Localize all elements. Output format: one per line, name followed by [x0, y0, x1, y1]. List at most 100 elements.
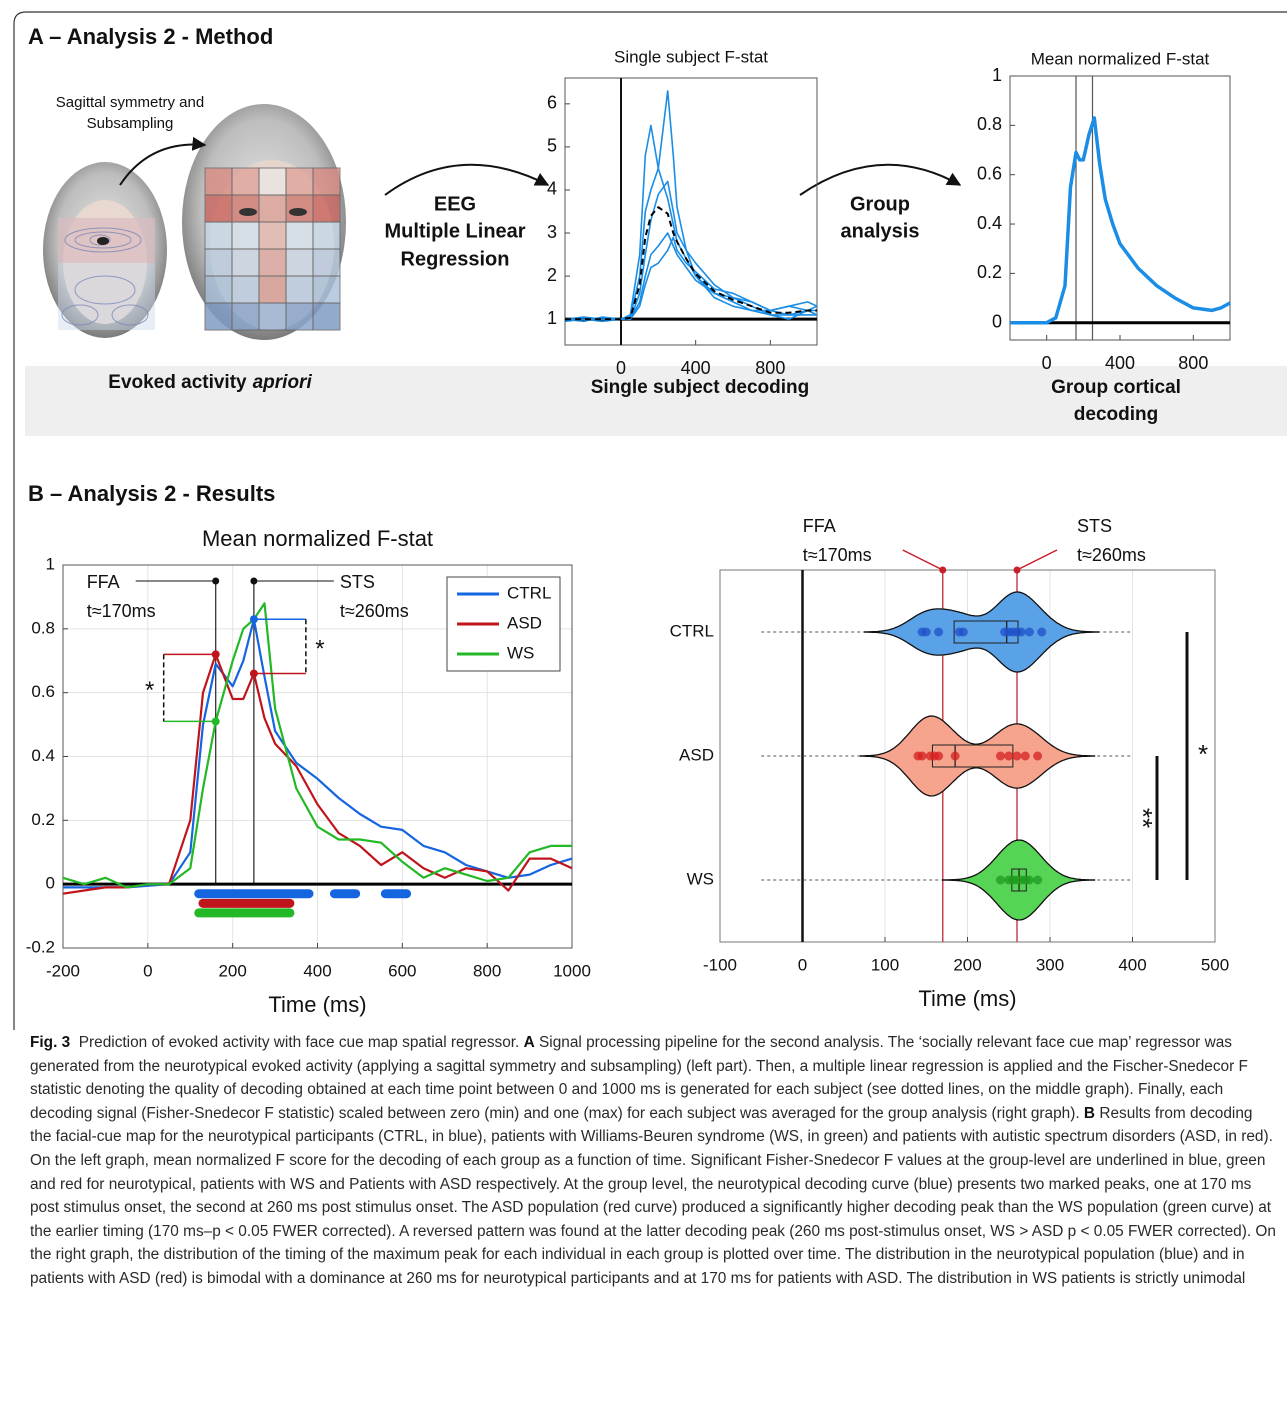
violin: [863, 591, 1100, 673]
arrow: [384, 163, 550, 196]
y-tick-label: CTRL: [670, 621, 714, 640]
panel-title: A – Analysis 2 - Method: [28, 24, 273, 49]
comparison-dot: [249, 669, 258, 678]
series-line: [565, 232, 818, 323]
y-tick-label: 4: [547, 179, 557, 199]
caption: Fig. 3 Prediction of evoked activity wit…: [30, 1031, 1278, 1291]
significance-star: **: [1128, 808, 1158, 828]
series-line: [564, 236, 817, 320]
x-tick-label: 0: [798, 955, 807, 974]
x-tick-label: 500: [1201, 955, 1229, 974]
y-tick-label: 0: [46, 874, 55, 893]
caption-panel: A: [523, 1034, 535, 1051]
panel-title: B – Analysis 2 - Results: [28, 481, 275, 506]
chart-title: Mean normalized F-stat: [202, 526, 433, 551]
stage-label-text: Evoked activity: [108, 372, 247, 393]
violin: [859, 715, 1096, 797]
marker-sublabel: t≈260ms: [1077, 545, 1146, 565]
stage-label-italic: apriori: [253, 372, 313, 393]
legend-label: WS: [507, 643, 534, 662]
x-tick-label: 0: [616, 358, 626, 378]
series-line: [565, 124, 817, 320]
plot-frame: [1009, 75, 1231, 341]
point: [996, 751, 1005, 761]
comparison-dot: [211, 717, 220, 726]
x-tick-label: 800: [473, 961, 501, 980]
x-tick-label: -200: [46, 961, 80, 980]
step-label: Group: [850, 193, 910, 215]
face-right: [182, 104, 346, 340]
step-label: Subsampling: [87, 115, 174, 132]
stage-label: Group cortical: [1051, 377, 1181, 398]
caption-text: Prediction of evoked activity with face …: [78, 1034, 520, 1051]
caption-panel: B: [1083, 1104, 1096, 1122]
point: [921, 627, 931, 637]
point: [1033, 751, 1043, 761]
y-tick-label: 0.8: [977, 114, 1002, 134]
step-label: Regression: [401, 248, 510, 270]
step-label: EEG: [434, 193, 476, 215]
y-tick-label: 0.8: [31, 618, 55, 637]
x-tick-label: 200: [953, 955, 981, 974]
marker-label: STS: [1077, 516, 1112, 536]
label-band: [25, 366, 1287, 436]
y-tick-label: 1: [992, 65, 1002, 85]
plot-frame: [564, 77, 818, 346]
chart-title: Single subject F-stat: [614, 47, 768, 66]
marker-label: STS: [340, 572, 375, 592]
x-tick-label: 800: [1178, 353, 1208, 373]
x-tick-label: 100: [871, 955, 899, 974]
plot-frame: [62, 564, 573, 949]
y-tick-label: 3: [547, 222, 557, 242]
point: [1004, 751, 1014, 761]
y-tick-label: 0.6: [31, 682, 55, 701]
y-tick-label: 5: [547, 136, 557, 156]
point: [1024, 875, 1034, 885]
comparison-star: *: [145, 677, 154, 704]
arrow: [119, 136, 207, 186]
point: [1020, 751, 1030, 761]
caption-label: Fig. 3: [30, 1034, 71, 1051]
marker-sublabel: t≈170ms: [87, 601, 156, 621]
x-tick-label: 400: [1105, 353, 1135, 373]
y-tick-label: ASD: [679, 745, 714, 764]
x-tick-label: 200: [218, 961, 246, 980]
point: [950, 751, 960, 761]
frame: [13, 11, 1287, 1030]
y-tick-label: 0.2: [31, 810, 55, 829]
y-tick-label: 0.4: [977, 213, 1002, 233]
legend-label: CTRL: [507, 583, 551, 602]
point: [1037, 627, 1047, 637]
point: [1024, 627, 1034, 637]
x-axis-label: Time (ms): [268, 992, 366, 1017]
figure: A – Analysis 2 - Method B – Analysis 2 -…: [13, 11, 1287, 1030]
step-label: Multiple Linear: [384, 220, 525, 242]
y-tick-label: 0.2: [977, 262, 1002, 282]
stage-label: Single subject decoding: [591, 377, 810, 398]
caption-text: Signal processing pipeline for the secon…: [30, 1034, 1248, 1122]
series-line: [1010, 116, 1231, 325]
marker-label: FFA: [87, 572, 120, 592]
marker-leader: [1016, 549, 1058, 571]
caption-text: Results from decoding the facial-cue map…: [30, 1104, 1276, 1287]
series-line: [564, 90, 818, 323]
step-label: analysis: [841, 220, 920, 242]
legend-label: ASD: [507, 613, 542, 632]
x-axis-label: Time (ms): [918, 986, 1016, 1011]
x-tick-label: 400: [1118, 955, 1146, 974]
y-tick-label: 0.6: [977, 163, 1002, 183]
y-tick-label: 0: [992, 311, 1002, 331]
y-tick-label: 2: [547, 265, 557, 285]
x-tick-label: 600: [388, 961, 416, 980]
x-tick-label: 400: [681, 358, 711, 378]
x-tick-label: -100: [703, 955, 737, 974]
x-tick-label: 300: [1036, 955, 1064, 974]
point: [934, 627, 944, 637]
marker-label: FFA: [803, 516, 836, 536]
y-tick-label: WS: [687, 869, 714, 888]
comparison-dot: [249, 615, 258, 624]
point: [1033, 875, 1043, 885]
marker-sublabel: t≈260ms: [340, 601, 409, 621]
chart-title: Mean normalized F-stat: [1031, 49, 1210, 68]
